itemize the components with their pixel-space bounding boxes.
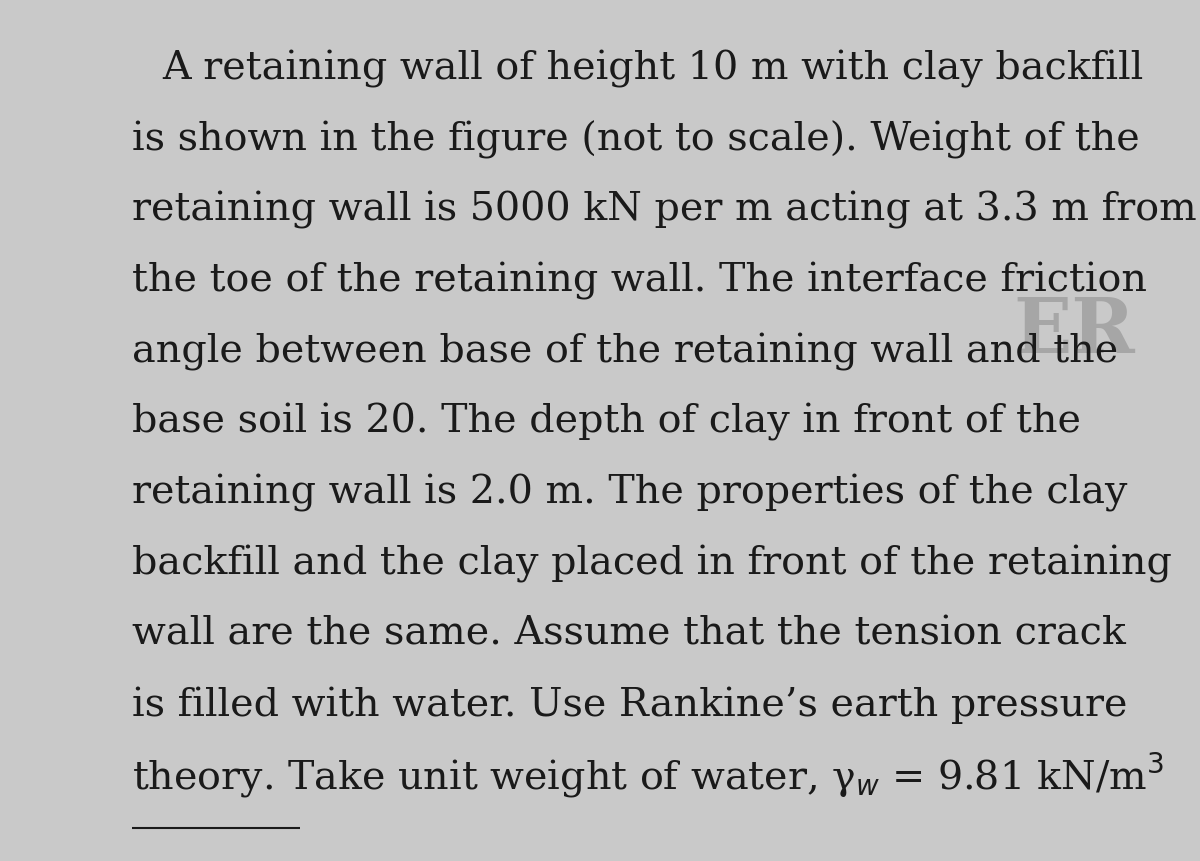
Text: theory. Take unit weight of water, γ$_{w}$ = 9.81 kN/m$^{3}$: theory. Take unit weight of water, γ$_{w… [132,751,1164,799]
Text: retaining wall is 2.0 m. The properties of the clay: retaining wall is 2.0 m. The properties … [132,474,1127,511]
Text: angle between base of the retaining wall and the: angle between base of the retaining wall… [132,332,1118,370]
Text: backfill and the clay placed in front of the retaining: backfill and the clay placed in front of… [132,544,1172,582]
Text: base soil is 20. The depth of clay in front of the: base soil is 20. The depth of clay in fr… [132,403,1081,441]
Text: ER: ER [1013,294,1135,369]
Text: is shown in the figure (not to scale). Weight of the: is shown in the figure (not to scale). W… [132,121,1140,158]
Text: retaining wall is 5000 kN per m acting at 3.3 m from: retaining wall is 5000 kN per m acting a… [132,191,1196,229]
Text: A retaining wall of height 10 m with clay backfill: A retaining wall of height 10 m with cla… [162,50,1144,88]
Text: the toe of the retaining wall. The interface friction: the toe of the retaining wall. The inter… [132,262,1147,300]
Text: is filled with water. Use Rankine’s earth pressure: is filled with water. Use Rankine’s eart… [132,685,1128,723]
Text: wall are the same. Assume that the tension crack: wall are the same. Assume that the tensi… [132,616,1126,652]
